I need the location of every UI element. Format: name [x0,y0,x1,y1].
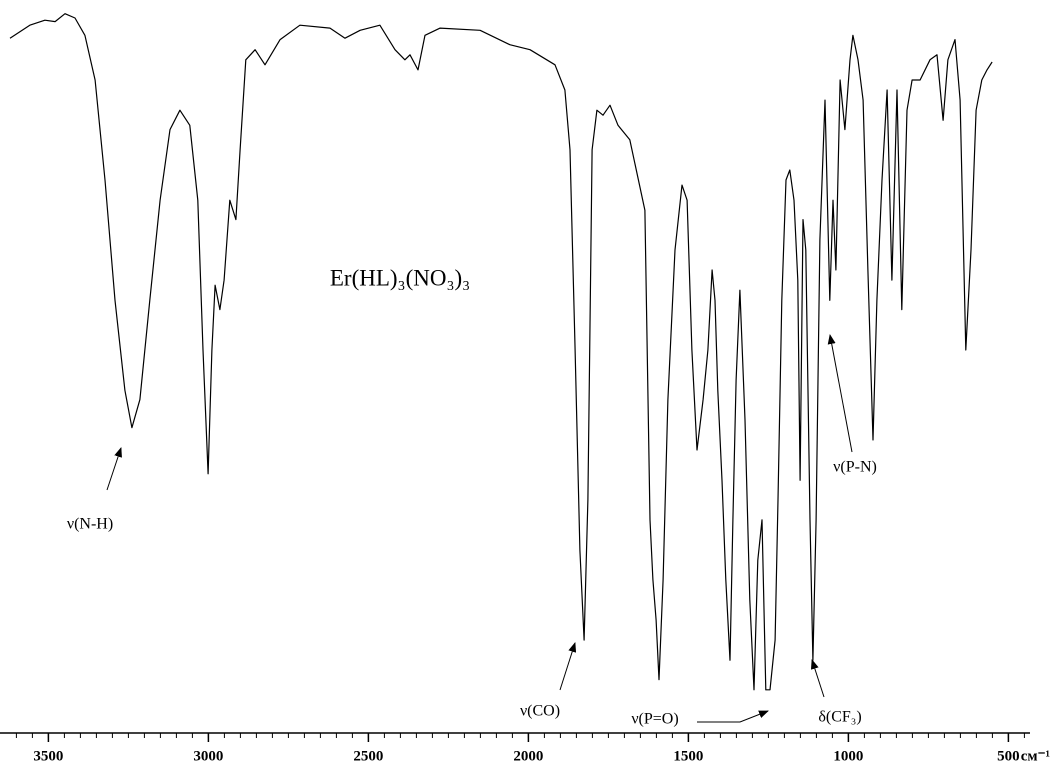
x-tick-label: 2500 [353,748,383,764]
arrow [106,447,122,491]
annotation: ν(N-H) [67,516,113,533]
x-tick-label: 3500 [33,748,63,764]
x-tick-label: 1500 [673,748,703,764]
arrow [697,710,769,723]
arrow [810,659,825,698]
arrow [559,642,577,691]
annotation: ν(P-N) [833,459,877,476]
annotation: δ(CF₃) [818,709,861,726]
x-tick-label: 500 [997,748,1020,764]
inset-label: Er(HL)₃(NO₃)₃ [330,265,470,290]
annotation: ν(P=O) [631,711,678,728]
x-axis-label: см⁻¹ [1021,748,1050,764]
arrow [827,334,853,453]
spectrum-line [9,13,993,691]
arrows [106,334,853,723]
x-tick-label: 1000 [833,748,863,764]
x-tick-label: 2000 [513,748,543,764]
annotation: ν(CO) [520,703,560,720]
x-tick-label: 3000 [193,748,223,764]
